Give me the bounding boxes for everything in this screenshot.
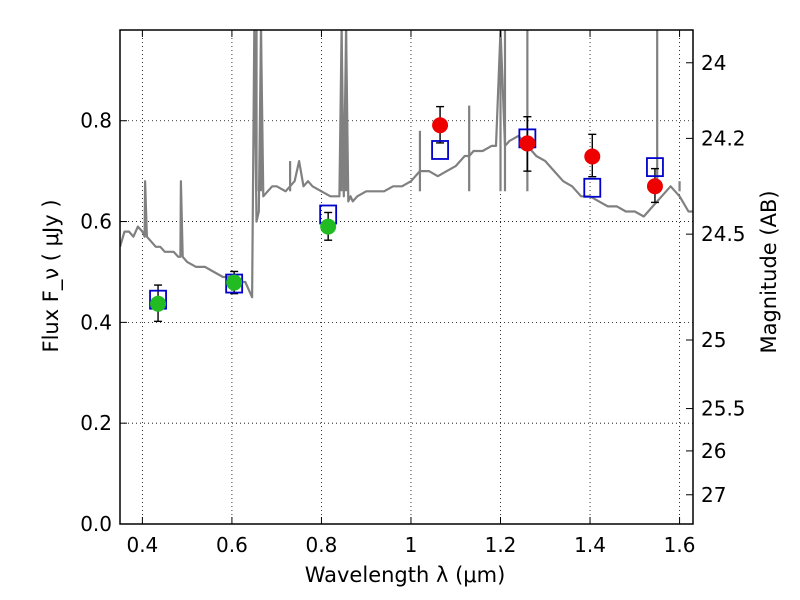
data-layer	[120, 30, 693, 323]
x-tick-label: 0.6	[216, 533, 248, 557]
y-right-axis-label: Magnitude (AB)	[757, 190, 781, 353]
y-tick-label: 0.6	[80, 210, 112, 234]
right-tick-label: 25	[701, 328, 726, 352]
right-tick-label: 25.5	[701, 397, 746, 421]
right-tick-label: 24.5	[701, 222, 746, 246]
x-tick-label: 1.4	[574, 533, 606, 557]
x-tick-label: 1.2	[485, 533, 517, 557]
x-axis-label: Wavelength λ (μm)	[305, 563, 506, 587]
y-tick-label: 0.2	[80, 411, 112, 435]
grid-layer	[120, 30, 693, 525]
observed-point-green	[226, 274, 243, 291]
observed-point-red	[432, 117, 449, 134]
x-tick-label: 1	[405, 533, 418, 557]
right-tick-label: 26	[701, 439, 726, 463]
y-axis-label: Flux F_ν ( μJy )	[39, 199, 64, 352]
model-photometry-square	[646, 157, 664, 178]
observed-point-red	[646, 178, 663, 195]
observed-point-green	[150, 295, 167, 312]
y-tick-label: 0.4	[80, 310, 112, 334]
x-tick-label: 1.6	[664, 533, 696, 557]
observed-point-red	[519, 135, 536, 152]
right-tick-label: 24.2	[701, 126, 746, 150]
plot-frame	[119, 29, 694, 525]
observed-point-green	[320, 218, 337, 235]
template-spectrum-line	[120, 30, 693, 299]
y-tick-label: 0.8	[80, 109, 112, 133]
model-photometry-square	[583, 177, 602, 198]
right-tick-label: 24	[701, 51, 726, 75]
model-photometry-square	[431, 140, 449, 160]
x-tick-label: 0.8	[306, 533, 338, 557]
y-tick-label: 0.0	[80, 512, 112, 536]
observed-point-red	[584, 148, 601, 165]
x-tick-label: 0.4	[126, 533, 158, 557]
tick-layer: 0.4 0.6 0.8 1 1.2 1.4 1.6 0.0 0.2 0.4 0.6 0.8 24 24.2…	[80, 30, 746, 557]
right-tick-label: 27	[701, 483, 726, 507]
